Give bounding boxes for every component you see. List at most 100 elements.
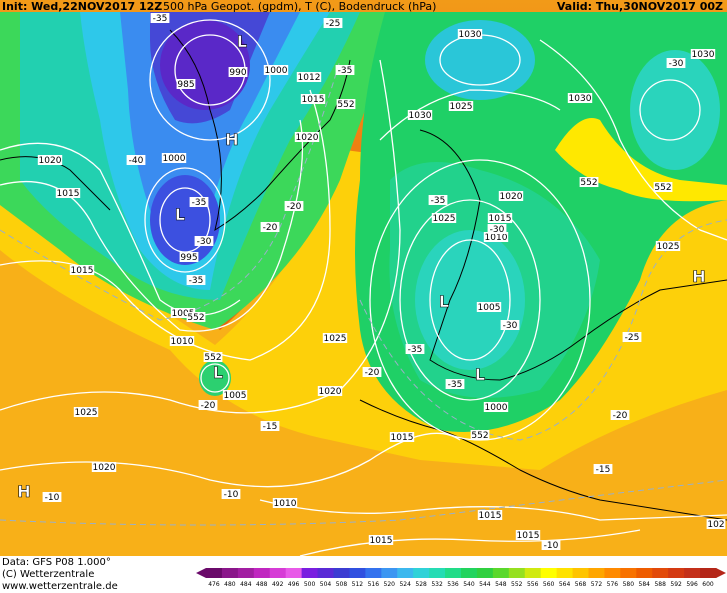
legend-value: 584 bbox=[639, 581, 651, 588]
isobar-label-bg bbox=[170, 308, 196, 318]
isobar-label-bg bbox=[69, 265, 95, 275]
isobar-label: 1025 bbox=[450, 102, 473, 112]
legend-swatch bbox=[349, 568, 366, 578]
isotherm-label-bg bbox=[284, 201, 304, 211]
low-center-marker: L bbox=[237, 32, 247, 51]
legend-value: 564 bbox=[559, 581, 571, 588]
isobar-label-bg bbox=[476, 302, 502, 312]
legend-value: 524 bbox=[399, 581, 411, 588]
legend-swatch bbox=[269, 568, 287, 578]
legend-value: 536 bbox=[447, 581, 459, 588]
isotherm-label-bg bbox=[445, 379, 465, 389]
legend-swatch bbox=[700, 568, 717, 578]
legend-swatch bbox=[588, 568, 605, 578]
isobar-label-bg bbox=[515, 530, 541, 540]
isotherm-label: -30 bbox=[503, 321, 518, 331]
legend-value: 500 bbox=[304, 581, 316, 588]
isotherm-label: -35 bbox=[189, 276, 204, 286]
legend-swatch bbox=[413, 568, 430, 578]
cold-pool-north bbox=[425, 20, 535, 100]
isobar-label-bg bbox=[317, 386, 343, 396]
weather-map: 990 985 1000 995 1000 1012 1015 1020 1020 1015 101… bbox=[0, 0, 727, 556]
legend-swatch bbox=[333, 568, 350, 578]
isotherm-label-bg bbox=[500, 320, 520, 330]
isobar-label-bg bbox=[477, 510, 503, 520]
legend-value: 600 bbox=[702, 581, 714, 588]
isotherm-label-bg bbox=[666, 58, 686, 68]
isobar-label: 1025 bbox=[75, 408, 98, 418]
geopotential-label-bg bbox=[203, 352, 223, 362]
isobar-label: 1015 bbox=[517, 531, 540, 541]
isobar-label-bg bbox=[176, 79, 196, 89]
geopotential-label-bg bbox=[336, 99, 356, 109]
legend-swatch bbox=[365, 568, 382, 578]
isobar-label-bg bbox=[487, 213, 513, 223]
isotherm-label-bg bbox=[186, 275, 206, 285]
isotherm-label-bg bbox=[194, 236, 214, 246]
color-legend: 476 480 484 488 492 496 500 504 508 512 516 520 524 5… bbox=[196, 568, 726, 588]
legend-swatch bbox=[572, 568, 589, 578]
legend-swatch bbox=[317, 568, 334, 578]
low-center-marker: L bbox=[213, 363, 223, 382]
legend-value: 580 bbox=[623, 581, 635, 588]
low-center-marker: L bbox=[175, 205, 185, 224]
geopotential-label-bg bbox=[579, 177, 599, 187]
legend-value: 508 bbox=[336, 581, 348, 588]
isotherm-label: -20 bbox=[365, 368, 380, 378]
legend-value: 520 bbox=[384, 581, 396, 588]
geopotential-label-bg bbox=[186, 312, 206, 322]
legend-value: 476 bbox=[208, 581, 220, 588]
legend-swatch bbox=[508, 568, 526, 578]
legend-swatch bbox=[684, 568, 701, 578]
legend-swatch bbox=[476, 568, 494, 578]
init-time: Init: Wed,22NOV2017 12Z bbox=[2, 0, 163, 13]
legend-swatch bbox=[253, 568, 271, 578]
isobar-label-bg bbox=[263, 65, 289, 75]
isobar-label: 1020 bbox=[93, 463, 116, 473]
isobar-label: 1015 bbox=[489, 214, 512, 224]
website-link[interactable]: www.wetterzentrale.de bbox=[2, 581, 118, 592]
legend-value: 528 bbox=[415, 581, 427, 588]
legend-value: 488 bbox=[256, 581, 268, 588]
high-center-marker: H bbox=[225, 130, 238, 149]
isotherm-label-bg bbox=[405, 344, 425, 354]
legend-swatch bbox=[668, 568, 685, 578]
isobar-label: 985 bbox=[177, 80, 194, 90]
isobar-label: 1015 bbox=[71, 266, 94, 276]
legend-value: 484 bbox=[240, 581, 252, 588]
isobar-label-bg bbox=[294, 132, 320, 142]
coastline-greenland bbox=[169, 29, 351, 232]
isotherm-label: -35 bbox=[448, 380, 463, 390]
cold-pool-northeast bbox=[630, 50, 720, 170]
isobar-label: 1025 bbox=[433, 214, 456, 224]
low-center-marker: L bbox=[475, 365, 485, 384]
legend-swatch bbox=[652, 568, 669, 578]
isotherm-label: -20 bbox=[613, 411, 628, 421]
isotherm-label: -10 bbox=[45, 493, 60, 503]
legend-arrow-right bbox=[716, 568, 726, 578]
isobar-label-bg bbox=[483, 232, 509, 242]
geopotential-label: 552 bbox=[654, 183, 671, 193]
isotherm-label-bg bbox=[541, 540, 561, 550]
isobar-label-bg bbox=[567, 93, 593, 103]
legend-swatch bbox=[237, 568, 255, 578]
isobar-label-bg bbox=[457, 29, 483, 39]
legend-value: 512 bbox=[352, 581, 364, 588]
isotherm-label-bg bbox=[323, 18, 343, 28]
legend-swatch bbox=[604, 568, 621, 578]
legend-swatch bbox=[556, 568, 574, 578]
isobar-label-bg bbox=[55, 188, 81, 198]
coastline-south bbox=[359, 399, 727, 521]
geopotential-label-bg bbox=[470, 430, 490, 440]
isobar-label: 102 bbox=[707, 520, 724, 530]
map-title: 500 hPa Geopot. (gpdm), T (C), Bodendruc… bbox=[163, 0, 437, 13]
isobar-label: 1015 bbox=[57, 189, 80, 199]
isobar-label-bg bbox=[706, 519, 726, 529]
isotherm-label-bg bbox=[126, 155, 146, 165]
isobar-label: 1010 bbox=[485, 233, 508, 243]
legend-value: 516 bbox=[368, 581, 380, 588]
low-core-east bbox=[415, 230, 525, 370]
legend-swatch bbox=[492, 568, 510, 578]
geopotential-label: 552 bbox=[471, 431, 488, 441]
legend-swatch bbox=[206, 568, 223, 578]
